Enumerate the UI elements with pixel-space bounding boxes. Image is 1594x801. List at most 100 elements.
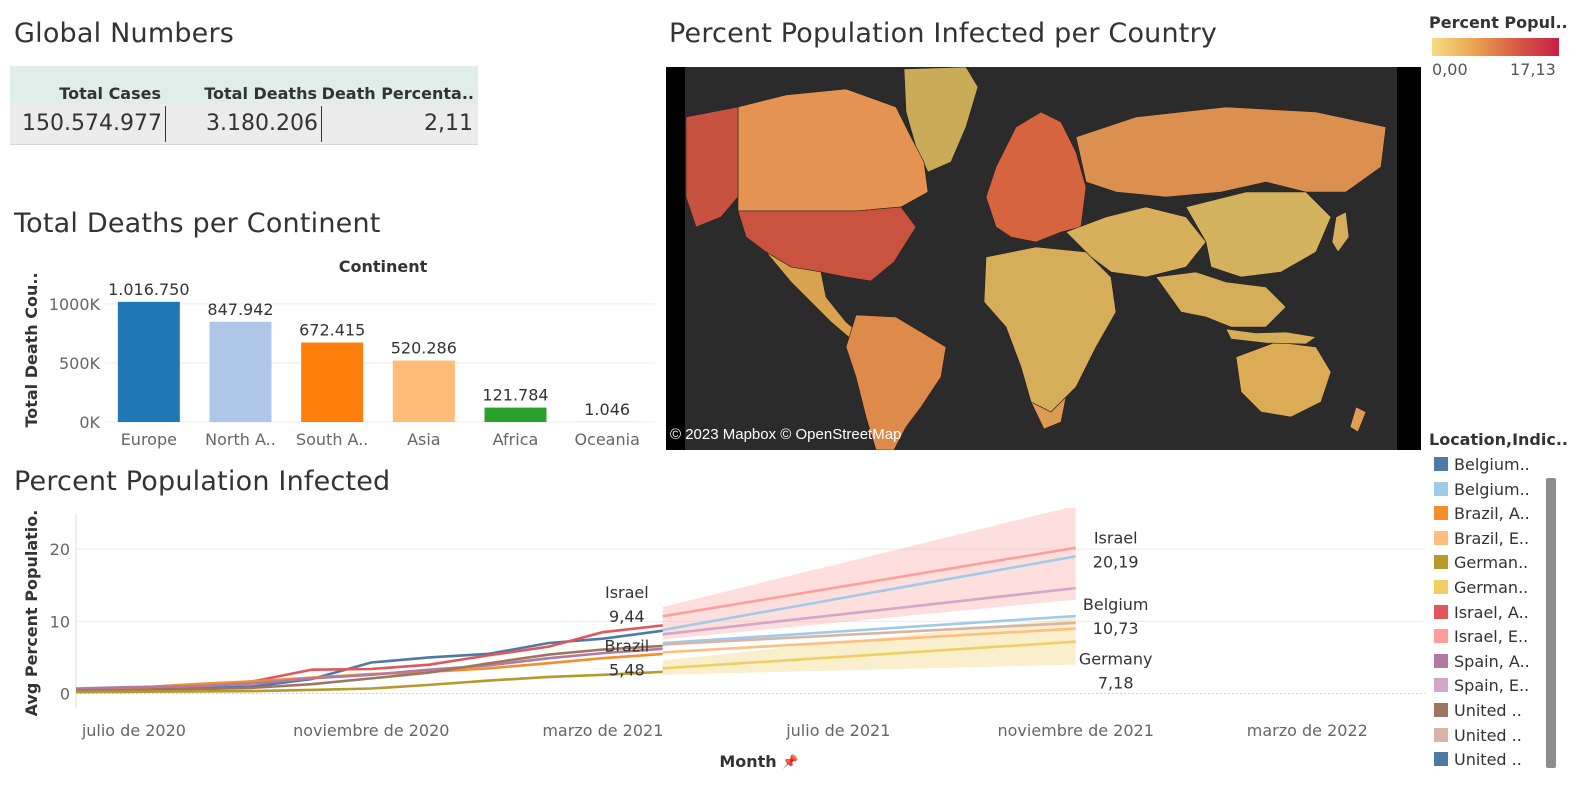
color-legend-title[interactable]: Percent Popul.. bbox=[1429, 13, 1568, 32]
legend-label: Israel, E.. bbox=[1454, 627, 1529, 647]
line-xtick-label: julio de 2020 bbox=[81, 721, 186, 740]
legend-item[interactable]: United .. bbox=[1432, 700, 1542, 722]
legend-item[interactable]: Brazil, E.. bbox=[1432, 528, 1542, 550]
bar[interactable] bbox=[301, 342, 364, 422]
forecast-band bbox=[662, 508, 1076, 640]
legend-swatch bbox=[1434, 555, 1448, 570]
bar-value-label: 1.016.750 bbox=[108, 280, 189, 299]
annotation-value: 9,44 bbox=[609, 607, 645, 626]
annotation-name: Israel bbox=[1094, 528, 1138, 547]
bar[interactable] bbox=[209, 321, 272, 422]
new-zealand-shape[interactable] bbox=[1349, 406, 1367, 433]
legend-label: Spain, E.. bbox=[1454, 676, 1530, 696]
series-line[interactable] bbox=[662, 621, 1076, 646]
annotation-value: 10,73 bbox=[1093, 619, 1139, 638]
legend-label: Belgium.. bbox=[1454, 479, 1530, 499]
header-death-percentage: Death Percenta.. bbox=[321, 84, 474, 103]
south-america-shape[interactable] bbox=[845, 314, 947, 451]
infected-line-title: Percent Population Infected bbox=[14, 466, 391, 497]
pin-icon[interactable]: 📌 bbox=[782, 753, 798, 770]
series-line[interactable] bbox=[662, 614, 1076, 645]
russia-shape[interactable] bbox=[1075, 106, 1387, 198]
bar[interactable] bbox=[484, 407, 547, 422]
bar-category-label: Oceania bbox=[574, 430, 639, 449]
bar-value-label: 847.942 bbox=[207, 300, 273, 319]
series-line[interactable] bbox=[75, 652, 663, 692]
color-legend-gradient bbox=[1432, 38, 1559, 56]
legend-swatch bbox=[1434, 604, 1448, 619]
bar[interactable] bbox=[392, 360, 455, 422]
series-line[interactable] bbox=[75, 647, 663, 690]
bar-category-label: Africa bbox=[493, 430, 539, 449]
line-xtick-label: noviembre de 2021 bbox=[997, 721, 1153, 740]
world-map-svg[interactable] bbox=[666, 66, 1421, 451]
south-africa-shape[interactable] bbox=[1030, 396, 1067, 430]
legend-label: United .. bbox=[1454, 701, 1522, 720]
series-line[interactable] bbox=[662, 627, 1076, 654]
column-divider bbox=[321, 106, 322, 142]
legend-item[interactable]: German.. bbox=[1432, 552, 1542, 574]
series-line[interactable] bbox=[75, 670, 663, 694]
legend-swatch bbox=[1434, 580, 1448, 594]
legend-label: German.. bbox=[1454, 553, 1529, 573]
legend-label: Belgium.. bbox=[1454, 455, 1530, 474]
line-ytick-label: 20 bbox=[50, 540, 70, 559]
line-chart-ylabel: Avg Percent Populatio.. bbox=[22, 508, 41, 716]
map-credit[interactable]: © 2023 Mapbox © OpenStreetMap bbox=[670, 426, 902, 443]
bar-value-label: 672.415 bbox=[299, 321, 365, 340]
bar[interactable] bbox=[117, 301, 180, 422]
legend-item[interactable]: Israel, E.. bbox=[1432, 626, 1542, 648]
bar-chart-ylabel: Total Death Cou.. bbox=[22, 272, 41, 427]
value-total-cases: 150.574.977 bbox=[22, 111, 162, 136]
world-map[interactable] bbox=[666, 66, 1421, 451]
series-legend[interactable]: Belgium.. Belgium.. Brazil, A.. Brazil, E..… bbox=[1432, 454, 1542, 778]
value-total-deaths: 3.180.206 bbox=[206, 111, 318, 136]
line-xtick-label: marzo de 2021 bbox=[542, 721, 663, 740]
legend-item[interactable]: German.. bbox=[1432, 577, 1542, 599]
bar-category-label: Asia bbox=[407, 430, 441, 449]
series-line[interactable] bbox=[662, 640, 1076, 670]
legend-item[interactable]: Belgium.. bbox=[1432, 479, 1542, 501]
legend-label: Brazil, E.. bbox=[1454, 528, 1530, 548]
legend-item[interactable]: United .. bbox=[1432, 725, 1542, 747]
line-xtick-label: noviembre de 2020 bbox=[293, 721, 449, 740]
legend-scrollbar[interactable] bbox=[1546, 478, 1556, 768]
line-ytick-label: 0 bbox=[60, 685, 70, 704]
alaska-shape[interactable] bbox=[685, 106, 739, 228]
legend-item[interactable]: Spain, A.. bbox=[1432, 651, 1542, 673]
south-asia-shape[interactable] bbox=[1155, 271, 1287, 328]
legend-swatch bbox=[1434, 727, 1448, 742]
infected-map-title: Percent Population Infected per Country bbox=[669, 18, 1218, 49]
table-row[interactable]: 150.574.977 3.180.206 2,11 bbox=[10, 104, 478, 145]
middle-east-shape[interactable] bbox=[1065, 206, 1207, 278]
legend-item[interactable]: United .. bbox=[1432, 749, 1542, 771]
greenland-shape[interactable] bbox=[903, 66, 979, 173]
series-line[interactable] bbox=[662, 546, 1076, 618]
annotation-name: Israel bbox=[605, 583, 649, 602]
annotation-name: Belgium bbox=[1083, 595, 1149, 614]
legend-item[interactable]: Brazil, A.. bbox=[1432, 503, 1542, 525]
east-asia-shape[interactable] bbox=[1185, 191, 1332, 278]
legend-swatch bbox=[1434, 506, 1448, 521]
indonesia-shape[interactable] bbox=[1225, 328, 1317, 345]
line-xtick-label: marzo de 2022 bbox=[1247, 721, 1368, 740]
legend-item[interactable]: Israel, A.. bbox=[1432, 602, 1542, 624]
legend-item[interactable]: Spain, E.. bbox=[1432, 675, 1542, 697]
color-legend-min: 0,00 bbox=[1432, 60, 1468, 79]
bar-ytick-label: 500K bbox=[59, 354, 101, 373]
series-line[interactable] bbox=[75, 644, 663, 692]
legend-item[interactable]: Belgium.. bbox=[1432, 454, 1542, 476]
legend-swatch bbox=[1434, 678, 1448, 693]
africa-shape[interactable] bbox=[983, 246, 1117, 413]
annotation-value: 7,18 bbox=[1098, 674, 1134, 693]
japan-shape[interactable] bbox=[1331, 211, 1350, 253]
global-numbers-title: Global Numbers bbox=[14, 18, 235, 49]
series-line[interactable] bbox=[662, 586, 1076, 636]
legend-swatch bbox=[1434, 457, 1448, 471]
bar-ytick-label: 1000K bbox=[49, 295, 101, 314]
line-chart-xlabel: Month bbox=[719, 752, 776, 771]
map-left-frame bbox=[666, 67, 685, 450]
series-legend-title[interactable]: Location,Indic.. bbox=[1429, 430, 1568, 449]
series-line[interactable] bbox=[662, 555, 1076, 632]
color-legend-max: 17,13 bbox=[1510, 60, 1556, 79]
